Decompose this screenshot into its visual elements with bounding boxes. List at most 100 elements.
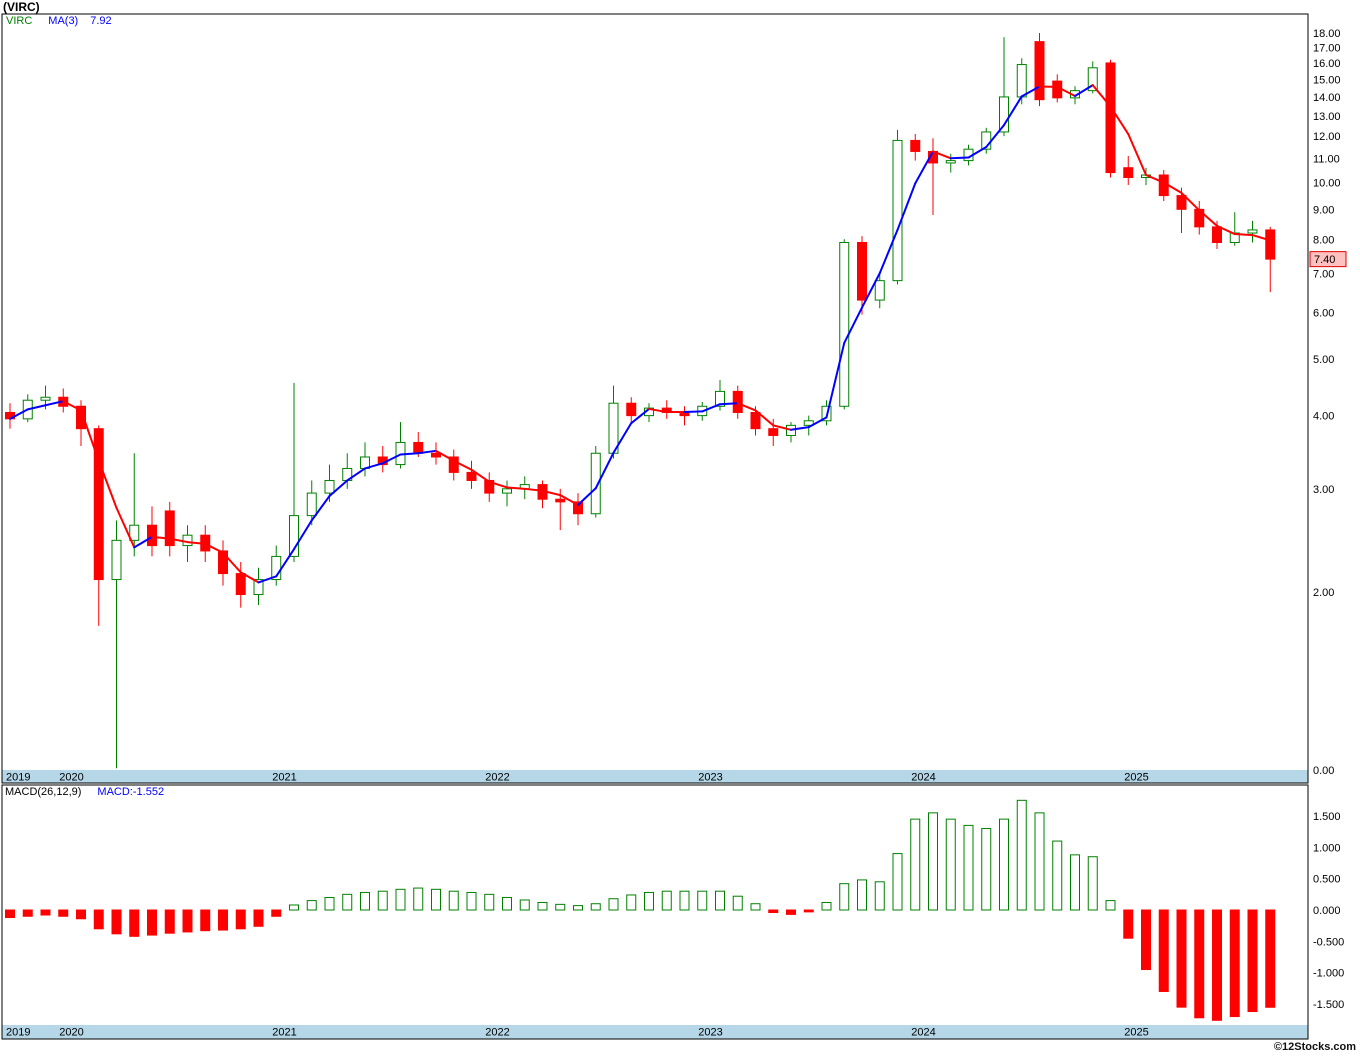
- candle-body: [874, 280, 885, 301]
- candle-body: [555, 498, 566, 503]
- macd-bar: [874, 881, 885, 911]
- price-axis-tick: 15.00: [1313, 74, 1341, 86]
- candle-body: [999, 96, 1009, 133]
- candle-body: [466, 471, 477, 481]
- year-label: 2020: [59, 1027, 83, 1039]
- price-axis-tick: 14.00: [1313, 92, 1341, 104]
- macd-axis: 1.500 1.000 0.500 0.000 -0.500 -1.000 -1.500: [1313, 811, 1344, 1011]
- macd-bar: [928, 812, 938, 911]
- candle-body: [111, 539, 122, 581]
- year-label: 2022: [485, 772, 509, 784]
- candle-body: [892, 139, 903, 282]
- macd-panel-border: [1, 784, 1309, 1040]
- candle-body: [732, 390, 743, 413]
- macd-bar: [1229, 909, 1240, 1018]
- macd-bar: [661, 890, 672, 911]
- price-axis: 18.00 17.00 16.00 15.00 14.00 13.00 12.00 11.00…: [1313, 28, 1341, 777]
- macd-bar: [786, 909, 796, 915]
- macd-bar: [679, 890, 690, 911]
- candle-body: [40, 396, 51, 401]
- macd-value-label: MACD:-1.552: [97, 786, 165, 798]
- candle-body: [413, 441, 424, 454]
- candle-body: [76, 405, 86, 430]
- macd-bar: [377, 890, 388, 911]
- candle-body: [1034, 41, 1045, 101]
- price-axis-tick: 11.00: [1313, 153, 1340, 165]
- macd-axis-tick: -1.500: [1313, 999, 1344, 1011]
- macd-bar: [803, 909, 814, 913]
- candle-body: [253, 579, 264, 596]
- macd-legend: MACD(26,12,9) MACD:-1.552: [5, 786, 164, 798]
- macd-bar: [1212, 909, 1222, 1021]
- macd-axis-tick: -0.500: [1313, 936, 1344, 948]
- price-axis-tick: 12.00: [1313, 131, 1341, 143]
- candle-body: [803, 420, 814, 426]
- macd-bar: [945, 818, 956, 911]
- price-axis-tick: 9.00: [1313, 204, 1334, 216]
- year-label: 2025: [1124, 1027, 1148, 1039]
- year-label: 2025: [1124, 772, 1148, 784]
- macd-bar: [93, 909, 104, 930]
- macd-bar: [626, 894, 637, 911]
- year-label: 2019: [6, 772, 30, 784]
- candle-body: [182, 534, 193, 547]
- price-axis-tick: 13.00: [1313, 111, 1341, 123]
- price-axis-tick: 18.00: [1313, 28, 1341, 40]
- candle-body: [626, 402, 637, 417]
- candle-body: [768, 428, 779, 436]
- symbol-label: VIRC: [6, 15, 33, 27]
- candle-body: [1265, 229, 1276, 260]
- candle-body: [93, 428, 104, 581]
- price-axis-tick: 4.00: [1313, 411, 1334, 423]
- macd-bar: [821, 901, 832, 911]
- candle-body: [590, 452, 601, 515]
- last-price-label: 7.40: [1309, 251, 1347, 268]
- macd-bar: [147, 909, 157, 936]
- candle-body: [857, 241, 867, 301]
- macd-bar: [58, 909, 69, 917]
- macd-bar: [5, 909, 15, 919]
- macd-bar: [1265, 909, 1276, 1008]
- candle-body: [1123, 167, 1134, 178]
- candle-body: [1105, 62, 1116, 174]
- candle-body: [448, 456, 459, 473]
- candle-body: [431, 452, 441, 458]
- ma-value: 7.92: [90, 15, 112, 27]
- macd-bar: [448, 890, 459, 911]
- macd-bar: [413, 887, 424, 911]
- macd-bar: [484, 893, 495, 911]
- year-label: 2021: [272, 1027, 296, 1039]
- candle-body: [306, 492, 317, 517]
- candle-body: [324, 479, 335, 494]
- price-axis-tick: 6.00: [1313, 307, 1334, 319]
- ma3-line: [9, 84, 1272, 584]
- year-bands: 2019 2019 2020 2020 2021 2021 2022 2022 2023 2023…: [2, 770, 1308, 1039]
- candle-body: [573, 501, 583, 515]
- macd-bar: [1158, 909, 1169, 992]
- price-axis-tick: 8.00: [1313, 234, 1334, 246]
- price-axis-tick: 10.00: [1313, 178, 1341, 190]
- macd-bar: [910, 818, 921, 911]
- macd-bar: [164, 909, 175, 934]
- macd-bar: [715, 890, 725, 911]
- macd-bar: [129, 909, 140, 937]
- macd-bar: [1247, 909, 1258, 1013]
- price-axis-tick: 17.00: [1313, 43, 1341, 55]
- macd-bar: [289, 904, 299, 911]
- macd-histogram: [5, 799, 1276, 1021]
- candle-body: [289, 515, 299, 557]
- macd-bar: [76, 909, 86, 920]
- macd-bar: [839, 883, 850, 911]
- macd-bar: [324, 896, 335, 911]
- macd-bar: [768, 909, 779, 914]
- year-label: 2023: [698, 772, 722, 784]
- macd-bar: [200, 909, 211, 932]
- macd-bar: [697, 890, 708, 911]
- macd-axis-tick: 0.500: [1313, 874, 1341, 886]
- macd-bar: [732, 895, 743, 911]
- macd-bar: [573, 905, 583, 911]
- year-label: 2020: [59, 772, 83, 784]
- candle-body: [502, 488, 512, 494]
